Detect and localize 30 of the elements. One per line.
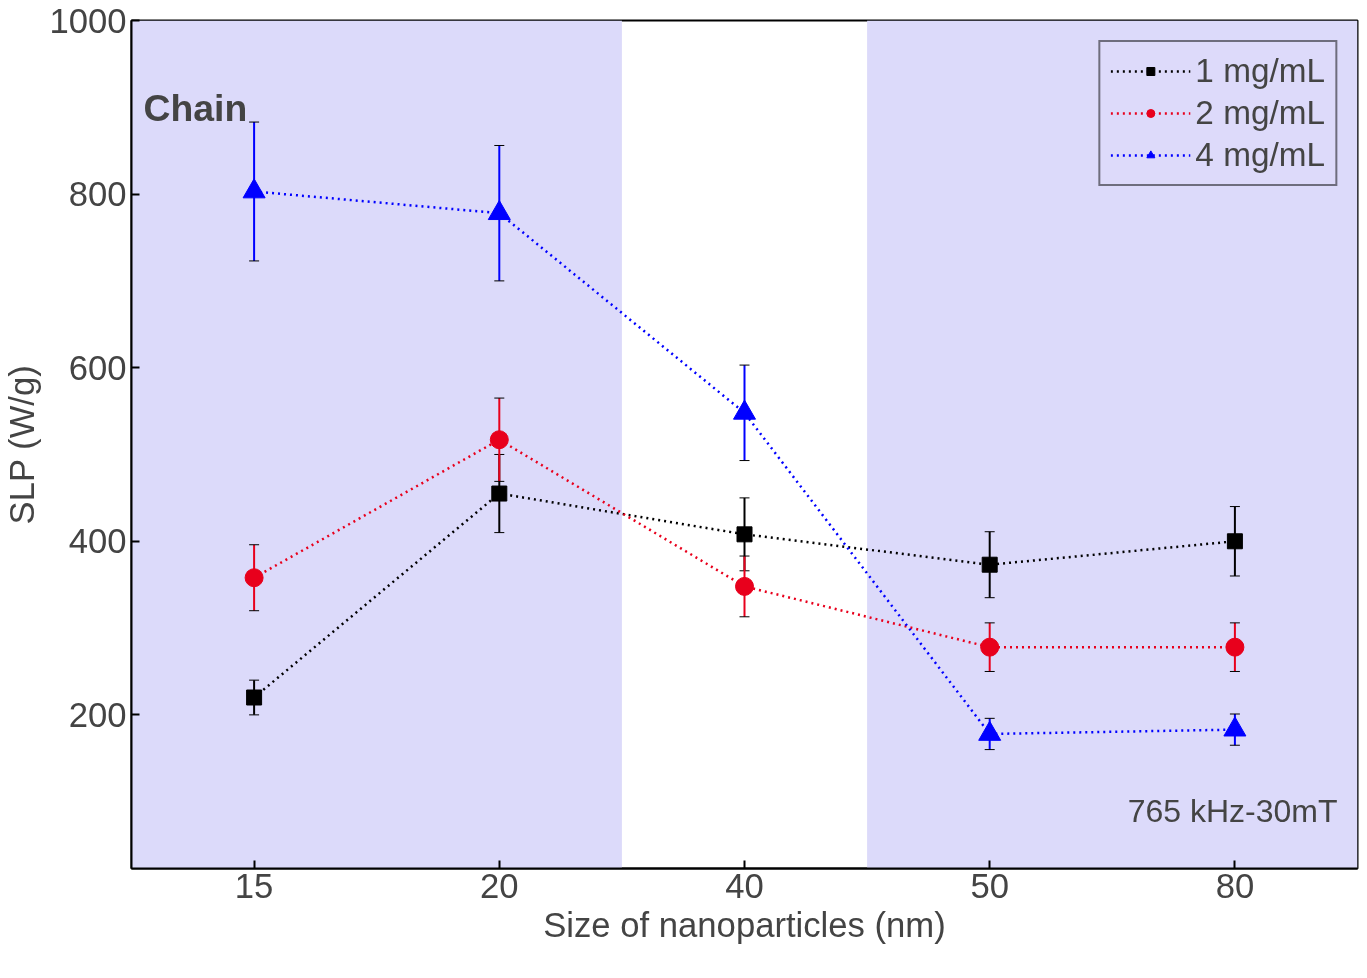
legend-label: 4 mg/mL <box>1195 136 1325 174</box>
x-axis-title: Size of nanoparticles (nm) <box>543 905 946 944</box>
y-tick-label: 600 <box>68 348 127 387</box>
y-tick-label: 1000 <box>49 1 127 40</box>
x-tick-label: 80 <box>1215 866 1255 905</box>
legend-label: 2 mg/mL <box>1195 94 1325 132</box>
point <box>1226 533 1243 550</box>
point <box>736 526 753 543</box>
point <box>981 556 998 573</box>
y-tick-label: 400 <box>68 522 127 561</box>
point <box>735 576 754 596</box>
y-tick-label: 800 <box>68 175 127 214</box>
point <box>733 399 756 420</box>
x-tick-label: 15 <box>234 866 274 905</box>
point <box>246 689 263 706</box>
point <box>244 568 264 588</box>
annotation: Chain <box>143 86 248 129</box>
x-tick-label: 20 <box>480 866 519 905</box>
point <box>1225 637 1245 657</box>
legend-label: 1 mg/mL <box>1195 52 1325 90</box>
annotation: 765 kHz-30mT <box>1127 792 1338 829</box>
point <box>487 199 511 221</box>
point <box>489 430 509 450</box>
x-tick-label: 40 <box>725 866 764 905</box>
point <box>980 637 1000 657</box>
point <box>491 485 508 502</box>
x-tick-label: 50 <box>970 866 1009 905</box>
y-tick-label: 200 <box>68 695 127 734</box>
point <box>242 178 266 199</box>
y-axis-title: SLP (W/g) <box>3 365 42 525</box>
